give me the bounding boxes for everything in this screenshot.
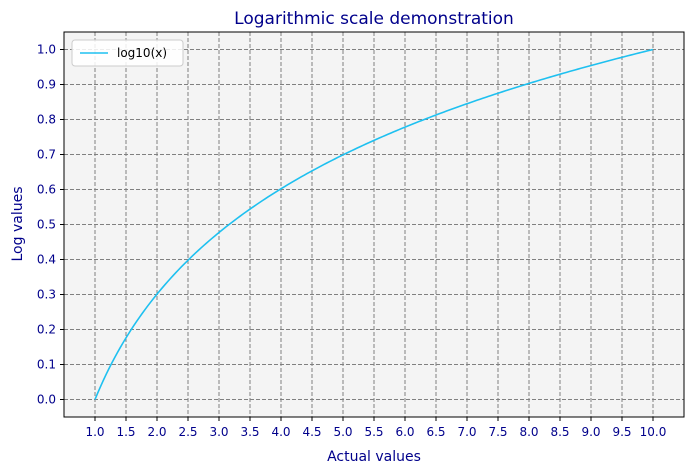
data-point <box>249 208 251 210</box>
data-point <box>187 259 189 261</box>
x-tick-label: 2.5 <box>178 425 197 439</box>
data-point <box>528 82 530 84</box>
x-tick-label: 7.0 <box>457 425 476 439</box>
data-point <box>652 48 654 50</box>
data-point <box>342 154 344 156</box>
data-point <box>621 56 623 58</box>
y-tick-label: 0.3 <box>37 288 56 302</box>
data-point <box>404 126 406 128</box>
legend-label: log10(x) <box>117 46 167 60</box>
y-axis-ticks: 0.0 0.1 0.2 0.3 0.4 0.5 0.6 0.7 0.8 0.9 1.0 <box>37 43 64 407</box>
y-axis-label: Log values <box>10 187 26 262</box>
x-tick-label: 9.0 <box>581 425 600 439</box>
data-point <box>156 293 158 295</box>
x-tick-label: 8.5 <box>550 425 569 439</box>
y-tick-label: 0.1 <box>37 358 56 372</box>
data-point <box>311 170 313 172</box>
data-point <box>218 231 220 233</box>
data-point <box>94 398 96 400</box>
x-tick-label: 4.5 <box>302 425 321 439</box>
grid-lines <box>64 32 684 417</box>
x-axis-ticks: 1.0 1.5 2.0 2.5 3.0 3.5 4.0 4.5 5.0 5.5 6.0 6.5 7.0 7… <box>85 417 666 439</box>
data-point <box>125 337 127 339</box>
chart-title: Logarithmic scale demonstration <box>234 9 514 29</box>
data-point <box>559 73 561 75</box>
x-tick-label: 5.0 <box>333 425 352 439</box>
y-tick-label: 0.0 <box>37 393 56 407</box>
data-point <box>590 64 592 66</box>
series-0 <box>94 48 654 400</box>
y-tick-label: 0.8 <box>37 113 56 127</box>
x-tick-label: 1.0 <box>85 425 104 439</box>
legend-box <box>71 39 184 67</box>
series-line <box>94 48 654 400</box>
x-tick-label: 4.0 <box>271 425 290 439</box>
data-point <box>280 188 282 190</box>
x-tick-label: 9.5 <box>612 425 631 439</box>
x-tick-label: 7.5 <box>488 425 507 439</box>
y-tick-label: 0.5 <box>37 218 56 232</box>
data-point <box>435 114 437 116</box>
y-tick-label: 1.0 <box>37 43 56 57</box>
data-point <box>373 139 375 141</box>
x-tick-label: 2.0 <box>147 425 166 439</box>
x-tick-label: 3.0 <box>209 425 228 439</box>
x-tick-label: 1.5 <box>116 425 135 439</box>
x-tick-label: 3.5 <box>240 425 259 439</box>
data-point <box>497 92 499 94</box>
y-tick-label: 0.2 <box>37 323 56 337</box>
series-layer <box>94 48 654 400</box>
x-tick-label: 6.5 <box>426 425 445 439</box>
legend: log10(x) <box>71 39 184 67</box>
data-point <box>466 103 468 105</box>
x-axis-label: Actual values <box>327 449 421 465</box>
x-tick-label: 8.0 <box>519 425 538 439</box>
x-tick-label: 10.0 <box>640 425 667 439</box>
x-tick-label: 6.0 <box>395 425 414 439</box>
x-tick-label: 5.5 <box>364 425 383 439</box>
y-tick-label: 0.7 <box>37 148 56 162</box>
y-tick-label: 0.4 <box>37 253 56 267</box>
y-tick-label: 0.9 <box>37 78 56 92</box>
y-tick-label: 0.6 <box>37 183 56 197</box>
